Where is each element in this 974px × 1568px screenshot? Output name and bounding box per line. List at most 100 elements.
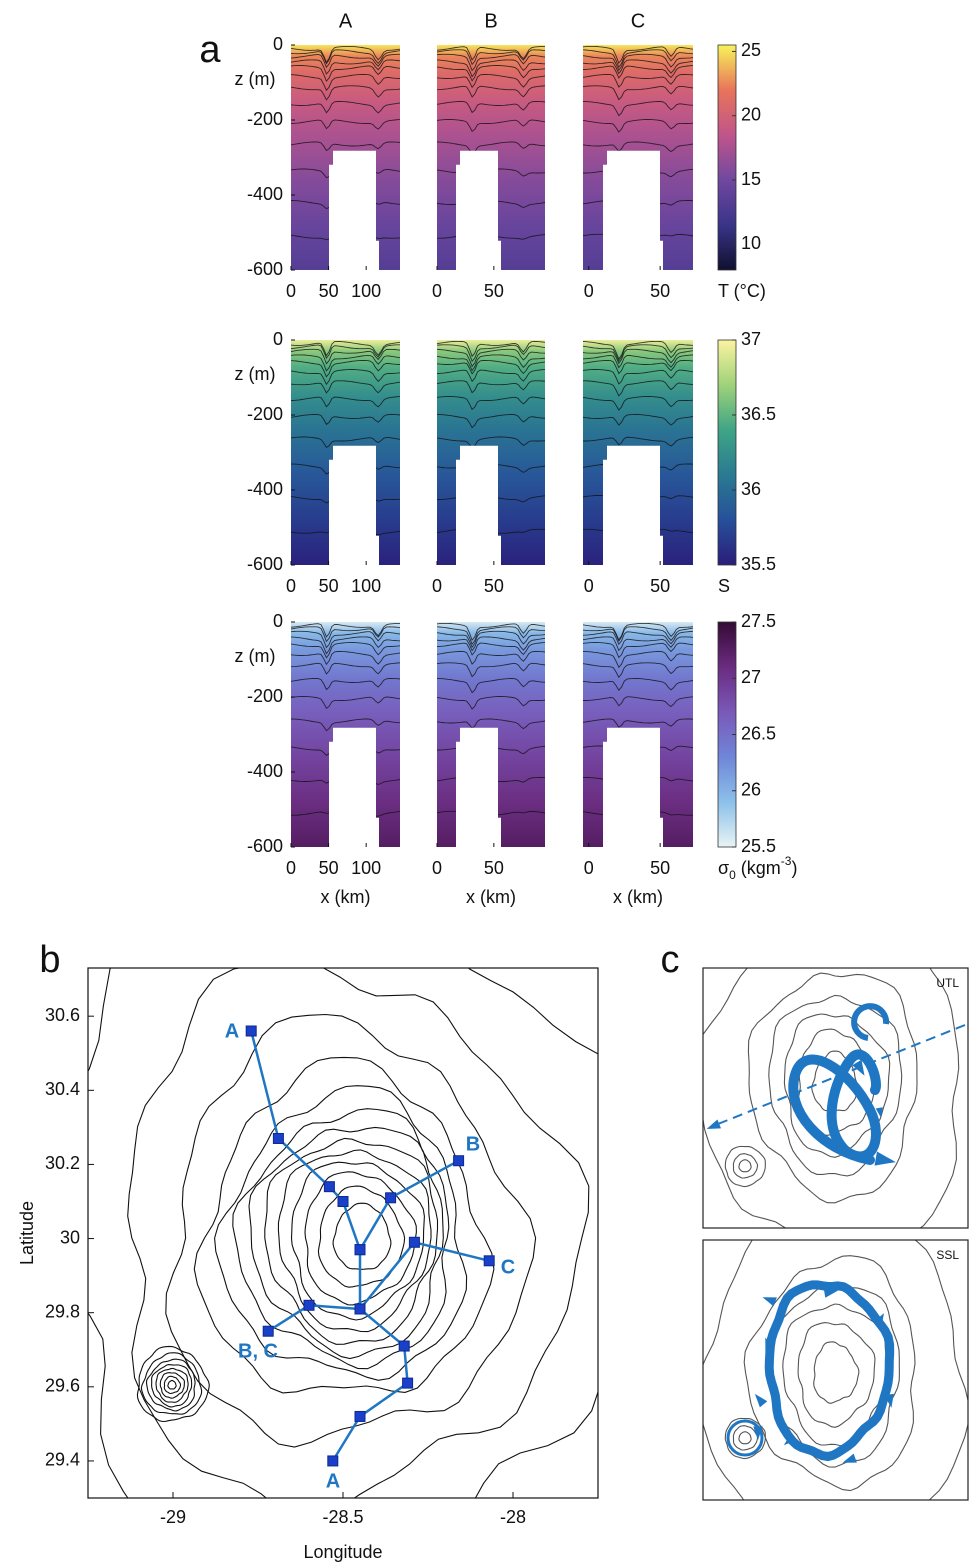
x-axis-label: x (km) <box>466 887 516 907</box>
inset-bathymetry <box>703 968 960 1228</box>
colorbar-label: S <box>718 576 730 596</box>
contour-line <box>290 45 401 64</box>
colorbar <box>717 339 737 566</box>
contour-line <box>582 340 694 360</box>
inset-frame <box>702 967 969 1229</box>
panel-label: c <box>661 939 680 981</box>
bathymetry-contour <box>332 1202 392 1270</box>
x-tick-label: 0 <box>432 576 442 596</box>
contour-line <box>290 636 401 655</box>
y-tick-label: -200 <box>247 109 283 129</box>
colorbar-tick-label: 15 <box>741 169 761 189</box>
panel-label: a <box>199 29 221 71</box>
contour-line <box>582 396 694 411</box>
contour-line <box>290 74 401 92</box>
x-tick-label: 50 <box>484 576 504 596</box>
x-tick-label: 0 <box>286 858 296 878</box>
eddy-flow <box>788 1049 881 1165</box>
colorbar-tick-label: 25 <box>741 40 761 60</box>
contour-line <box>290 141 401 152</box>
contour-line <box>290 59 401 75</box>
y-tick-label: 29.4 <box>45 1450 80 1470</box>
ctd-station <box>354 1410 366 1422</box>
y-tick-label: 30 <box>60 1227 80 1247</box>
inset-contour <box>743 1255 916 1492</box>
x-tick-label: 100 <box>351 576 381 596</box>
flow-arrowhead <box>874 1151 896 1166</box>
inset-contour <box>747 972 918 1204</box>
contour-line <box>582 141 694 153</box>
flow-arrowhead <box>842 1453 857 1463</box>
contour-line <box>582 651 694 669</box>
ctd-station <box>483 1255 495 1267</box>
x-tick-label: -28 <box>500 1507 526 1527</box>
seamount <box>603 150 663 270</box>
colorbar-label-part: σ <box>718 858 729 878</box>
bathymetry-contour <box>145 1358 196 1412</box>
x-tick-label: 50 <box>650 576 670 596</box>
y-tick-label: 0 <box>273 329 283 349</box>
bathymetry-contour <box>165 1013 537 1448</box>
colorbar-label-part: ) <box>791 858 797 878</box>
x-tick-label: 50 <box>484 858 504 878</box>
contour-line <box>290 380 401 394</box>
colorbar-tick-label: 26 <box>741 780 761 800</box>
colorbar-label-part: (kgm <box>736 858 781 878</box>
colorbar-label-part: -3 <box>781 854 792 868</box>
contour-line <box>290 354 401 372</box>
colorbar-tick-label: 10 <box>741 233 761 253</box>
seamount <box>456 445 501 565</box>
contour-line <box>290 369 401 386</box>
flow-arrowhead <box>873 1313 884 1328</box>
bathymetry-contour <box>264 1137 439 1345</box>
y-tick-label: 30.4 <box>45 1079 80 1099</box>
contour-line <box>436 626 546 646</box>
contour-line <box>436 436 546 449</box>
contour-line <box>290 696 401 709</box>
colorbar-tick-label: 36.5 <box>741 404 776 424</box>
contour-line <box>582 360 694 375</box>
contour-line <box>290 119 401 130</box>
ctd-station <box>354 1244 366 1256</box>
y-tick-label: -400 <box>247 184 283 204</box>
contour-line <box>582 59 694 75</box>
x-axis-label: x (km) <box>321 887 371 907</box>
contour-line <box>436 678 546 694</box>
inset-contour <box>703 1240 968 1500</box>
bathymetry-contour <box>290 1161 425 1321</box>
contour-line <box>436 65 546 82</box>
contour-line <box>290 678 401 691</box>
section-label: B, C <box>238 1340 278 1362</box>
colorbar-tick-label: 26.5 <box>741 723 776 743</box>
ctd-station <box>303 1299 315 1311</box>
inset-contour <box>732 1153 759 1179</box>
contour-line <box>436 354 546 372</box>
inset-contour <box>797 1028 877 1136</box>
inset-label: UTL <box>936 976 959 990</box>
ctd-station <box>402 1377 414 1389</box>
contour-line <box>290 622 400 638</box>
contour-line <box>290 49 401 65</box>
contour-line <box>436 651 546 665</box>
y-tick-label: 29.8 <box>45 1301 80 1321</box>
seamount <box>603 445 663 565</box>
flow-arrowhead <box>765 1337 775 1352</box>
y-tick-label: 30.2 <box>45 1153 80 1173</box>
contour-line <box>290 718 401 732</box>
eddy-flow <box>726 1419 764 1457</box>
bathymetry-contour <box>159 1372 185 1399</box>
colorbar-tick-label: 36 <box>741 479 761 499</box>
contour-line <box>582 119 694 133</box>
column-title: B <box>484 10 497 32</box>
contour-line <box>582 369 694 385</box>
bathymetry-contour <box>140 1352 203 1415</box>
ctd-station <box>385 1192 397 1204</box>
colorbar-label-part: S <box>718 576 730 596</box>
x-tick-label: 0 <box>432 281 442 301</box>
panel-label: b <box>39 939 60 981</box>
contour-line <box>582 636 694 652</box>
y-tick-label: -600 <box>247 836 283 856</box>
contour-line <box>582 65 694 79</box>
x-tick-label: 50 <box>650 281 670 301</box>
contour-line <box>290 642 401 659</box>
